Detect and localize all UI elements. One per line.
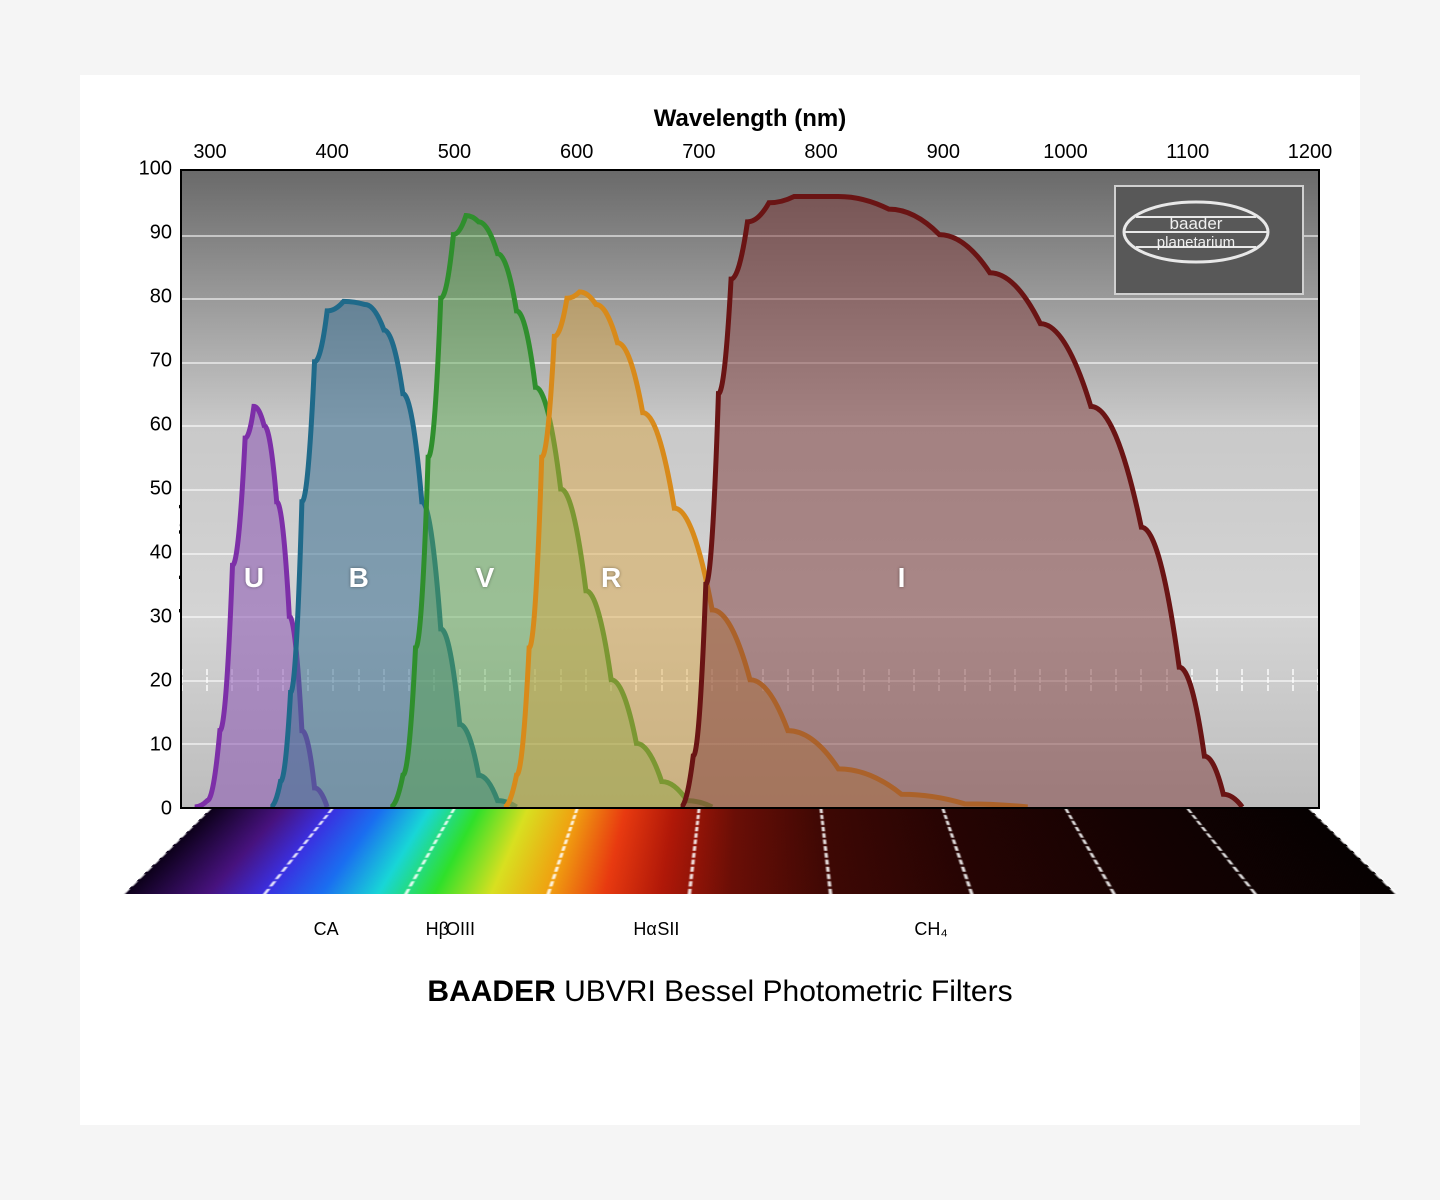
spectral-line-labels: CAHβOIIIHαSIICH₄ — [210, 919, 1310, 947]
spectrum-tick — [687, 809, 700, 894]
y-tick: 100 — [139, 158, 172, 181]
logo-glyph: baader planetarium — [1116, 187, 1276, 277]
caption: BAADER UBVRI Bessel Photometric Filters — [120, 975, 1320, 1009]
x-axis-ticks: 300400500600700800900100011001200 — [210, 141, 1310, 169]
logo-text-1: baader — [1170, 214, 1223, 233]
y-tick: 20 — [150, 670, 172, 693]
y-tick: 10 — [150, 734, 172, 757]
y-tick: 70 — [150, 350, 172, 373]
y-tick: 0 — [161, 798, 172, 821]
spectral-line-Hα: Hα — [633, 919, 656, 940]
y-tick: 40 — [150, 542, 172, 565]
x-tick: 700 — [682, 141, 715, 164]
x-tick: 1100 — [1166, 141, 1209, 164]
spectral-line-CA: CA — [314, 919, 339, 940]
spectral-line-OIII: OIII — [446, 919, 475, 940]
spectrum-strip — [210, 809, 1310, 919]
x-tick: 600 — [560, 141, 593, 164]
y-tick: 90 — [150, 222, 172, 245]
x-tick: 1000 — [1043, 141, 1088, 164]
spectrum-tick — [1064, 809, 1115, 894]
plot-area: U B V R I baader planetarium — [180, 169, 1320, 809]
x-tick: 800 — [804, 141, 837, 164]
y-tick: 60 — [150, 414, 172, 437]
y-tick: 80 — [150, 286, 172, 309]
x-axis-title: Wavelength (nm) — [180, 105, 1320, 133]
figure-container: Wavelength (nm) 300400500600700800900100… — [80, 75, 1360, 1125]
brand-logo: baader planetarium — [1114, 185, 1304, 295]
spectral-line-CH₄: CH₄ — [914, 919, 947, 940]
y-axis-ticks: 0102030405060708090100 — [120, 169, 180, 809]
filter-label-R: R — [601, 562, 621, 594]
x-tick: 300 — [193, 141, 226, 164]
filter-label-U: U — [244, 562, 264, 594]
x-tick: 400 — [316, 141, 349, 164]
filter-label-V: V — [476, 562, 495, 594]
spectrum-tick — [942, 809, 974, 894]
x-tick: 1200 — [1288, 141, 1333, 164]
spectrum-tick — [1309, 809, 1399, 894]
filter-label-I: I — [898, 562, 906, 594]
spectral-line-SII: SII — [657, 919, 679, 940]
spectrum-tick — [263, 809, 334, 894]
y-tick: 30 — [150, 606, 172, 629]
filter-label-B: B — [349, 562, 369, 594]
spectrum-tick — [405, 809, 456, 894]
x-tick: 900 — [927, 141, 960, 164]
spectrum-tick — [1186, 809, 1257, 894]
caption-rest: UBVRI Bessel Photometric Filters — [556, 975, 1013, 1008]
logo-text-2: planetarium — [1157, 234, 1235, 251]
y-tick: 50 — [150, 478, 172, 501]
spectrum-tick — [546, 809, 578, 894]
x-tick: 500 — [438, 141, 471, 164]
spectrum-tick — [820, 809, 833, 894]
caption-bold: BAADER — [427, 975, 555, 1008]
spectrum-tick — [122, 809, 212, 894]
